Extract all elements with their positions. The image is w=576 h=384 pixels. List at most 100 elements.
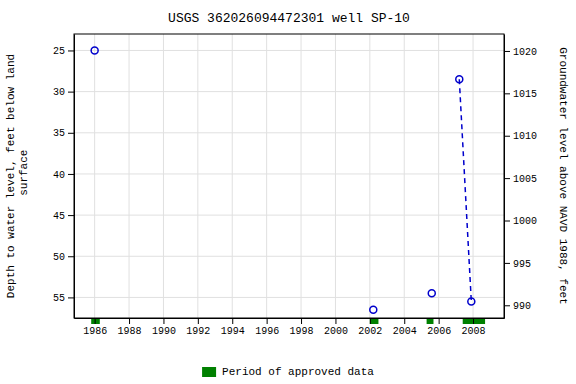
tick-label: 2000 <box>324 326 348 337</box>
tick-mark <box>267 318 268 324</box>
grid-line <box>266 34 267 318</box>
grid-line <box>74 50 504 51</box>
tick: 35 <box>53 128 74 139</box>
tick: 45 <box>53 211 74 222</box>
tick-mark <box>504 93 510 94</box>
tick: 25 <box>53 46 74 57</box>
tick-label: 2008 <box>462 326 486 337</box>
grid-line <box>369 34 370 318</box>
tick-mark <box>370 318 371 324</box>
tick-label: 50 <box>53 252 65 263</box>
approved-period <box>427 319 434 324</box>
legend-swatch <box>202 367 216 377</box>
y2-axis-label: Groundwater level above NAVD 1988, feet <box>557 47 569 304</box>
tick: 2006 <box>427 318 451 337</box>
tick: 2008 <box>462 318 486 337</box>
tick-mark <box>404 318 405 324</box>
tick: 2004 <box>393 318 417 337</box>
grid-line <box>197 34 198 318</box>
tick: 990 <box>504 301 531 312</box>
tick-label: 25 <box>53 46 65 57</box>
axis-line <box>504 35 505 319</box>
marks <box>91 47 475 313</box>
axis-line <box>74 35 75 319</box>
tick-label: 45 <box>53 211 65 222</box>
line <box>459 79 471 301</box>
tick: 1998 <box>290 318 314 337</box>
plot: 1986 1988 1990 1992 1994 1996 1998 2000 2002 2004… <box>5 34 569 337</box>
point <box>468 298 475 305</box>
tick-label: 1988 <box>118 326 142 337</box>
tick: 1986 <box>83 318 107 337</box>
tick-mark <box>473 318 474 324</box>
tick: 40 <box>53 170 74 181</box>
tick-label: 35 <box>53 128 65 139</box>
tick: 1994 <box>221 318 245 337</box>
tick-mark <box>232 318 233 324</box>
tick-label: 1005 <box>513 174 537 185</box>
tick: 1015 <box>504 89 537 100</box>
tick-label: 1000 <box>513 216 537 227</box>
approved-period <box>370 319 379 324</box>
point <box>91 47 98 54</box>
tick-mark <box>68 215 74 216</box>
point <box>370 306 377 313</box>
tick-mark <box>68 256 74 257</box>
grid-line <box>74 256 504 257</box>
grid-line <box>94 34 95 318</box>
tick: 1990 <box>152 318 176 337</box>
grid-line <box>74 297 504 298</box>
tick-label: 40 <box>53 170 65 181</box>
point <box>428 290 435 297</box>
tick: 1005 <box>504 174 537 185</box>
tick-label: 990 <box>513 301 531 312</box>
tick-mark <box>504 305 510 306</box>
point <box>456 76 463 83</box>
tick-label: 1994 <box>221 326 245 337</box>
tick-label: 2002 <box>358 326 382 337</box>
y-axis-label: Depth to water level, feet below land su… <box>5 54 30 298</box>
grid-line <box>74 132 504 133</box>
grid-line <box>74 215 504 216</box>
tick-mark <box>504 178 510 179</box>
approved-period <box>463 319 485 324</box>
tick: 1010 <box>504 131 537 142</box>
tick: 1988 <box>118 318 142 337</box>
tick-label: 30 <box>53 87 65 98</box>
tick-label: 55 <box>53 293 65 304</box>
tick: 1000 <box>504 216 537 227</box>
tick-mark <box>504 51 510 52</box>
grid-line <box>74 91 504 92</box>
grid-line <box>335 34 336 318</box>
legend: Period of approved data <box>202 366 374 378</box>
tick: 995 <box>504 259 531 270</box>
grid-line <box>301 34 302 318</box>
grid-line <box>473 34 474 318</box>
tick-mark <box>68 174 74 175</box>
tick-label: 1996 <box>255 326 279 337</box>
chart: 1986 1988 1990 1992 1994 1996 1998 2000 2002 2004… <box>0 0 576 384</box>
tick-mark <box>68 297 74 298</box>
tick-label: 1992 <box>186 326 210 337</box>
tick-mark <box>301 318 302 324</box>
tick: 1020 <box>504 47 537 58</box>
title: USGS 362026094472301 well SP-10 <box>168 11 410 26</box>
x-axis: 1986 1988 1990 1992 1994 1996 1998 2000 2002 2004… <box>75 318 505 337</box>
tick-mark <box>68 133 74 134</box>
tick-label: 2006 <box>427 326 451 337</box>
approved-periods <box>91 319 485 324</box>
tick-mark <box>198 318 199 324</box>
grid-line <box>163 34 164 318</box>
tick-label: 2004 <box>393 326 417 337</box>
tick: 1996 <box>255 318 279 337</box>
tick-mark <box>163 318 164 324</box>
tick-mark <box>68 50 74 51</box>
grid <box>74 34 504 318</box>
tick-mark <box>504 136 510 137</box>
tick: 2002 <box>358 318 382 337</box>
tick: 1992 <box>186 318 210 337</box>
tick-mark <box>68 92 74 93</box>
tick: 30 <box>53 87 74 98</box>
tick-mark <box>95 318 96 324</box>
tick-label: 1015 <box>513 89 537 100</box>
